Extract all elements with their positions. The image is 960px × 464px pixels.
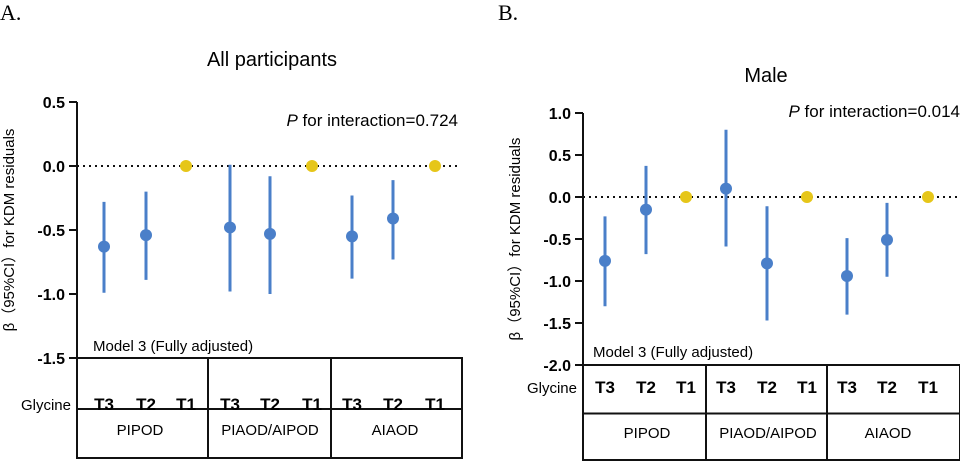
- estimate-point: [881, 233, 893, 246]
- reference-point: [180, 160, 192, 172]
- estimate-point: [720, 182, 732, 195]
- group-label: AIAOD: [865, 425, 912, 442]
- panel-label-b: B.: [498, 0, 518, 25]
- estimate-point: [387, 212, 399, 225]
- y-tick-label: 0.0: [43, 159, 65, 176]
- row-label-glycine: Glycine: [21, 397, 71, 414]
- reference-point: [922, 191, 934, 203]
- panel-label-a: A.: [0, 0, 21, 25]
- tertile-label: T1: [918, 378, 938, 397]
- tertile-label: T3: [837, 378, 857, 397]
- group-label: PIAOD/AIPOD: [221, 422, 319, 439]
- reference-point: [306, 160, 318, 172]
- y-tick-label: -1.0: [543, 274, 571, 291]
- estimate-point: [98, 240, 110, 253]
- tertile-label: T1: [425, 395, 445, 414]
- estimate-point: [224, 221, 236, 234]
- chart-title: All participants: [207, 49, 337, 71]
- estimate-point: [841, 269, 853, 282]
- estimate-point: [640, 203, 652, 216]
- y-tick-label: -1.5: [37, 351, 65, 368]
- p-interaction-annotation: P for interaction=0.724: [286, 111, 458, 130]
- y-tick-label: 0.5: [549, 148, 571, 165]
- estimate-point: [761, 257, 773, 270]
- model-label: Model 3 (Fully adjusted): [593, 344, 753, 361]
- tertile-label: T3: [716, 378, 736, 397]
- tertile-label: T2: [877, 378, 897, 397]
- y-tick-label: -2.0: [543, 358, 571, 375]
- reference-point: [801, 191, 813, 203]
- tertile-label: T1: [676, 378, 696, 397]
- forest-plot-male: Male 1.0 0.5 0.0 -0.5 -1.0 -1.5 -2.0 β（95%CI）for…: [507, 65, 960, 461]
- tertile-label: T2: [136, 395, 156, 414]
- chart-title: Male: [744, 65, 787, 87]
- tertile-label: T2: [260, 395, 280, 414]
- y-tick-label: -0.5: [543, 232, 571, 249]
- y-tick-label: 1.0: [549, 106, 571, 123]
- y-tick-label: 0.0: [549, 190, 571, 207]
- reference-point: [680, 191, 692, 203]
- model-label: Model 3 (Fully adjusted): [93, 338, 253, 355]
- tertile-label: T2: [636, 378, 656, 397]
- y-axis-title: β（95%CI）for KDM residuals: [1, 129, 18, 332]
- tertile-label: T3: [94, 395, 114, 414]
- p-interaction-annotation: P for interaction=0.014: [788, 102, 960, 121]
- p-italic-letter: P: [788, 102, 800, 121]
- p-interaction-value: for interaction=0.724: [298, 111, 458, 130]
- y-tick-label: -0.5: [37, 223, 65, 240]
- y-tick-label: 0.5: [43, 95, 65, 112]
- group-label: PIPOD: [624, 425, 671, 442]
- group-label: AIAOD: [372, 422, 419, 439]
- tertile-label: T1: [176, 395, 196, 414]
- tertile-label: T1: [302, 395, 322, 414]
- p-italic-letter: P: [286, 111, 298, 130]
- tertile-label: T3: [220, 395, 240, 414]
- estimate-point: [140, 229, 152, 242]
- reference-point: [429, 160, 441, 172]
- y-axis-title: β（95%CI）for KDM residuals: [507, 138, 524, 341]
- tertile-label: T1: [797, 378, 817, 397]
- tertile-label: T3: [342, 395, 362, 414]
- group-label: PIPOD: [117, 422, 164, 439]
- tertile-label: T2: [383, 395, 403, 414]
- estimate-point: [346, 230, 358, 243]
- group-label: PIAOD/AIPOD: [719, 425, 817, 442]
- y-tick-label: -1.5: [543, 316, 571, 333]
- row-label-glycine: Glycine: [527, 380, 577, 397]
- estimate-point: [264, 227, 276, 240]
- p-interaction-value: for interaction=0.014: [800, 102, 960, 121]
- forest-plot-all-participants: All participants 0.5 0.0 -0.5 -1.0 -1.5 β（95%C…: [1, 49, 463, 459]
- tertile-label: T2: [757, 378, 777, 397]
- estimate-point: [599, 254, 611, 267]
- y-tick-label: -1.0: [37, 287, 65, 304]
- tertile-label: T3: [595, 378, 615, 397]
